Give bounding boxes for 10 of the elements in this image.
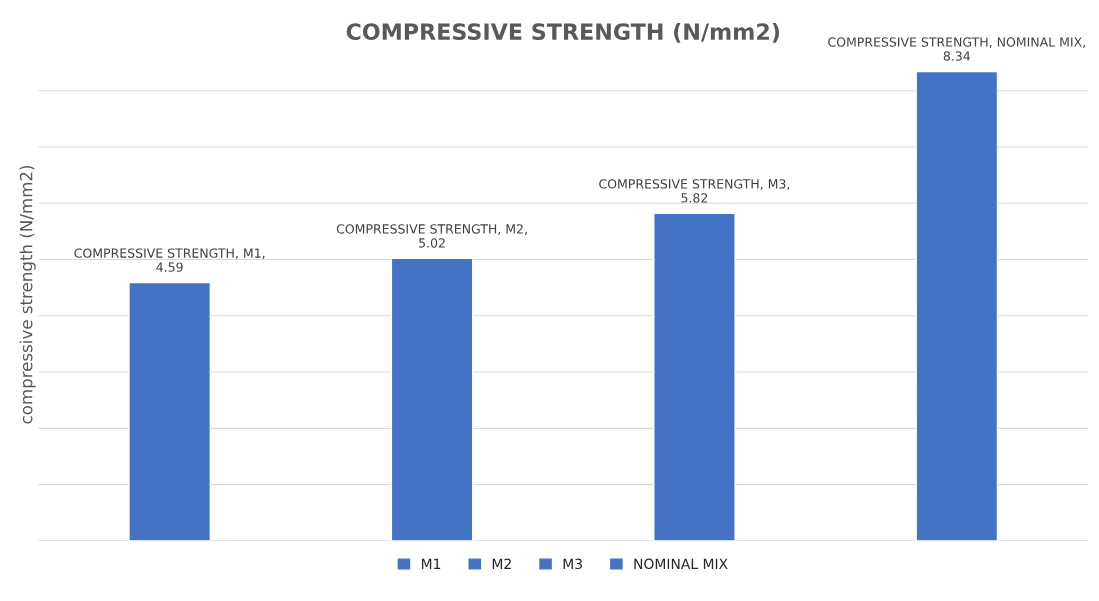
- data-label: COMPRESSIVE STRENGTH, M1, 4.59: [74, 248, 265, 272]
- y-axis-title: compressive strength (N/mm2): [19, 165, 36, 424]
- legend-label: M1: [421, 558, 441, 569]
- data-label: COMPRESSIVE STRENGTH, M2, 5.02: [336, 224, 527, 248]
- legend-label: M3: [563, 558, 582, 570]
- chart-title: COMPRESSIVE STRENGTH (N/mm2): [346, 22, 780, 43]
- legend-label: NOMINAL MIX: [634, 558, 728, 570]
- data-label: COMPRESSIVE STRENGTH, M3, 5.82: [599, 179, 790, 203]
- legend-label: M2: [492, 558, 511, 569]
- data-label: COMPRESSIVE STRENGTH, NOMINAL MIX, 8.34: [828, 37, 1085, 61]
